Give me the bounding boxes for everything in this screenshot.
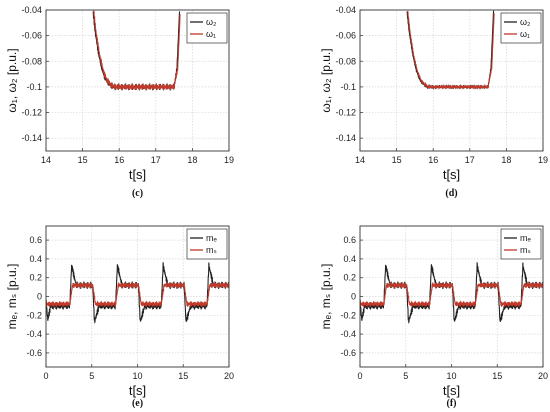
x-tick-label: 10 — [446, 371, 456, 381]
y-tick-label: -0.04 — [21, 5, 42, 15]
x-tick-label: 20 — [224, 371, 234, 381]
y-tick-label: 0.4 — [29, 254, 42, 264]
y-tick-label: -0.06 — [21, 31, 42, 41]
chart-panel: 14 15 16 17 18 19 -0.04 -0.06 -0.08 -0.1 -0.12 -0.1… — [5, 5, 234, 199]
y-tick-label: -0.2 — [340, 310, 356, 320]
x-axis-label: t[s] — [129, 167, 146, 182]
x-tick-label: 14 — [41, 155, 51, 165]
x-tick-label: 0 — [357, 371, 362, 381]
x-axis-label: t[s] — [443, 167, 460, 182]
y-axis-label: ω₁, ω₂ [p.u.] — [319, 48, 333, 112]
x-tick-label: 16 — [114, 155, 124, 165]
y-tick-label: 0.6 — [29, 235, 42, 245]
chart-panel: 14 15 16 17 18 19 -0.04 -0.06 -0.08 -0.1 -0.12 -0.1… — [319, 5, 548, 199]
panel-label: (e) — [132, 398, 143, 409]
legend-box — [186, 228, 228, 260]
x-tick-label: 15 — [78, 155, 88, 165]
y-tick-label: -0.6 — [26, 348, 42, 358]
y-tick-label: -0.12 — [21, 108, 42, 118]
y-tick-label: -0.6 — [340, 348, 356, 358]
y-tick-label: 0.2 — [343, 273, 356, 283]
panel-label: (d) — [445, 188, 457, 199]
panel-label: (c) — [132, 188, 143, 199]
x-tick-label: 19 — [224, 155, 234, 165]
series-line-2 — [360, 282, 543, 308]
legend-label: ω₁ — [206, 29, 216, 39]
y-tick-label: -0.4 — [340, 329, 356, 339]
axes-frame — [359, 9, 544, 152]
x-tick-label: 17 — [151, 155, 161, 165]
x-tick-label: 20 — [538, 371, 548, 381]
y-tick-label: -0.04 — [335, 5, 356, 15]
legend-label: ω₂ — [206, 17, 217, 27]
x-tick-label: 14 — [355, 155, 365, 165]
legend-label: ω₁ — [520, 29, 530, 39]
axes-frame — [45, 225, 230, 368]
y-tick-label: -0.1 — [340, 82, 356, 92]
legend-label: mₛ — [520, 245, 531, 255]
legend-box — [500, 228, 542, 260]
y-tick-label: 0.2 — [29, 273, 42, 283]
x-tick-label: 19 — [538, 155, 548, 165]
legend-box — [500, 12, 542, 44]
y-axis-label: mₑ, mₛ [p.u.] — [5, 264, 19, 330]
x-tick-label: 15 — [492, 371, 502, 381]
y-tick-label: -0.14 — [335, 133, 356, 143]
x-tick-label: 17 — [465, 155, 475, 165]
y-tick-label: -0.12 — [335, 108, 356, 118]
y-tick-label: -0.06 — [335, 31, 356, 41]
axes-frame — [359, 225, 544, 368]
legend-label: ω₂ — [520, 17, 531, 27]
x-axis-label: t[s] — [129, 383, 146, 398]
y-axis-label: ω₁, ω₂ [p.u.] — [5, 48, 19, 112]
panel-label: (f) — [447, 398, 457, 409]
x-tick-label: 0 — [43, 371, 48, 381]
y-tick-label: -0.2 — [26, 310, 42, 320]
y-tick-label: 0 — [351, 292, 356, 302]
series-line-2 — [407, 10, 495, 91]
axes-frame — [45, 9, 230, 152]
legend-label: mₑ — [206, 233, 217, 243]
x-tick-label: 18 — [187, 155, 197, 165]
y-tick-label: -0.08 — [335, 56, 356, 66]
y-tick-label: -0.14 — [21, 133, 42, 143]
y-tick-label: -0.4 — [26, 329, 42, 339]
x-tick-label: 15 — [178, 371, 188, 381]
x-tick-label: 15 — [392, 155, 402, 165]
x-tick-label: 5 — [403, 371, 408, 381]
x-tick-label: 18 — [501, 155, 511, 165]
x-tick-label: 16 — [428, 155, 438, 165]
y-tick-label: 0.4 — [343, 254, 356, 264]
y-tick-label: -0.1 — [26, 82, 42, 92]
y-tick-label: 0 — [37, 292, 42, 302]
x-tick-label: 5 — [89, 371, 94, 381]
y-tick-label: 0.6 — [343, 235, 356, 245]
legend-label: mₛ — [206, 245, 217, 255]
y-tick-label: -0.08 — [21, 56, 42, 66]
x-axis-label: t[s] — [443, 383, 460, 398]
legend-label: mₑ — [520, 233, 531, 243]
legend-box — [186, 12, 228, 44]
chart-panel: 0 5 10 15 20 0.6 0.4 0.2 0 -0.2 -0.4 -0.6 mₑ mₛ t[s] mₑ… — [319, 225, 548, 409]
chart-panel: 0 5 10 15 20 0.6 0.4 0.2 0 -0.2 -0.4 -0.6 mₑ mₛ t[s] mₑ… — [5, 225, 234, 409]
series-line-2 — [46, 282, 229, 308]
y-axis-label: mₑ, mₛ [p.u.] — [319, 264, 333, 330]
series-line-2 — [93, 10, 181, 91]
x-tick-label: 10 — [132, 371, 142, 381]
